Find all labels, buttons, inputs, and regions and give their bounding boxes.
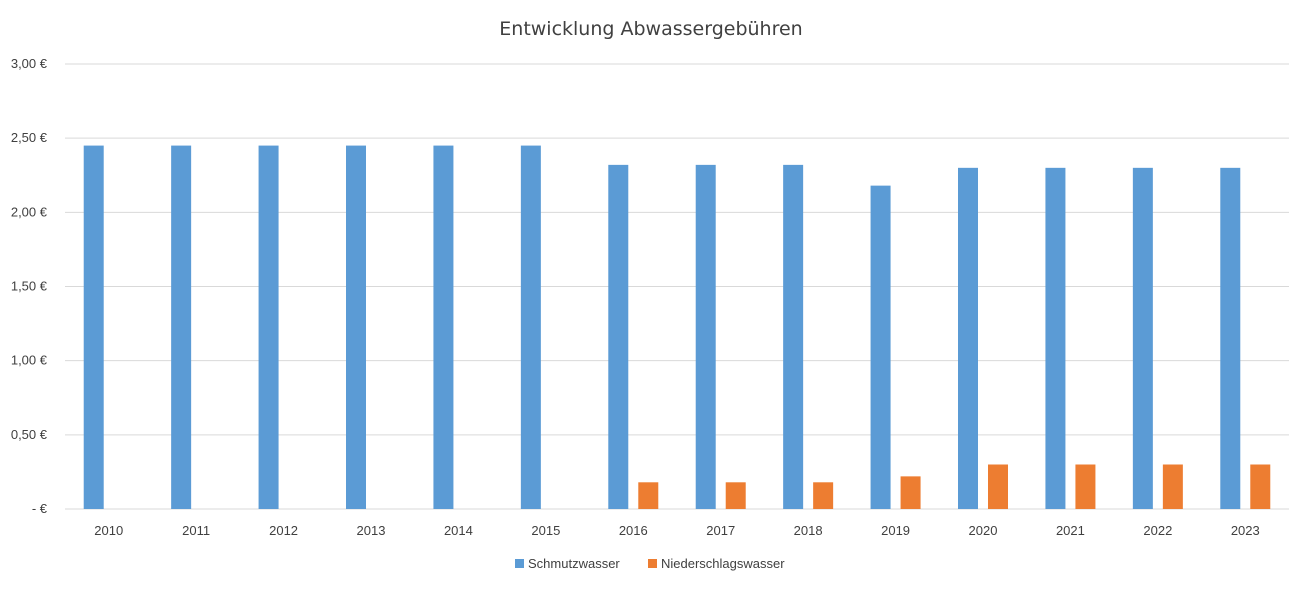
bar-schmutzwasser-2021: [1045, 167, 1066, 510]
x-tick-label: 2023: [1231, 523, 1260, 538]
x-tick-label: 2015: [531, 523, 560, 538]
x-tick-label: 2018: [794, 523, 823, 538]
x-tick-label: 2022: [1143, 523, 1172, 538]
x-tick-label: 2013: [357, 523, 386, 538]
bar-niederschlagswasser-2016: [638, 482, 659, 509]
y-tick-label: - €: [32, 501, 48, 516]
y-tick-label: 2,00 €: [11, 204, 48, 219]
x-tick-label: 2019: [881, 523, 910, 538]
legend-label: Niederschlagswasser: [661, 556, 785, 571]
bar-schmutzwasser-2023: [1220, 167, 1241, 510]
bar-niederschlagswasser-2022: [1162, 464, 1183, 509]
bar-schmutzwasser-2019: [870, 185, 891, 509]
x-axis-tick-labels: 2010 2011 2012 2013 2014 2015 2016 2017 2018 2019…: [94, 523, 1259, 538]
bar-schmutzwasser-2010: [83, 145, 104, 510]
bar-schmutzwasser-2013: [346, 145, 366, 510]
bar-schmutzwasser-2015: [520, 145, 541, 510]
bar-niederschlagswasser-2017: [725, 482, 746, 509]
y-tick-label: 2,50 €: [11, 130, 48, 145]
x-tick-label: 2011: [182, 523, 210, 538]
x-tick-label: 2012: [269, 523, 298, 538]
x-tick-label: 2021: [1056, 523, 1085, 538]
legend: Schmutzwasser Niederschlagswasser: [515, 556, 785, 571]
legend-swatch: [515, 559, 524, 568]
x-tick-label: 2016: [619, 523, 648, 538]
chart-title: Entwicklung Abwassergebühren: [499, 18, 802, 40]
bar-niederschlagswasser-2020: [988, 464, 1008, 509]
bar-schmutzwasser-2016: [608, 164, 629, 509]
legend-swatch: [648, 559, 657, 568]
bar-schmutzwasser-2018: [783, 164, 804, 509]
bar-schmutzwasser-2022: [1132, 167, 1153, 510]
y-tick-label: 3,00 €: [11, 56, 48, 71]
y-tick-label: 1,50 €: [11, 279, 48, 294]
bar-niederschlagswasser-2021: [1075, 464, 1096, 509]
bar-schmutzwasser-2012: [258, 145, 279, 510]
y-axis-tick-labels: - € 0,50 € 1,00 € 1,50 € 2,00 € 2,50 € 3,00 €: [11, 56, 48, 516]
y-tick-label: 1,00 €: [11, 353, 48, 368]
y-tick-label: 0,50 €: [11, 427, 48, 442]
x-tick-label: 2014: [444, 523, 473, 538]
bar-schmutzwasser-2011: [171, 145, 192, 510]
bar-niederschlagswasser-2018: [813, 482, 834, 509]
bar-niederschlagswasser-2019: [900, 476, 921, 509]
x-tick-label: 2017: [706, 523, 735, 538]
bars: [83, 145, 1271, 510]
legend-label: Schmutzwasser: [528, 556, 620, 571]
bar-schmutzwasser-2017: [695, 164, 716, 509]
bar-schmutzwasser-2020: [958, 167, 978, 510]
bar-schmutzwasser-2014: [433, 145, 454, 510]
x-tick-label: 2010: [94, 523, 123, 538]
bar-niederschlagswasser-2023: [1250, 464, 1271, 509]
x-tick-label: 2020: [969, 523, 998, 538]
